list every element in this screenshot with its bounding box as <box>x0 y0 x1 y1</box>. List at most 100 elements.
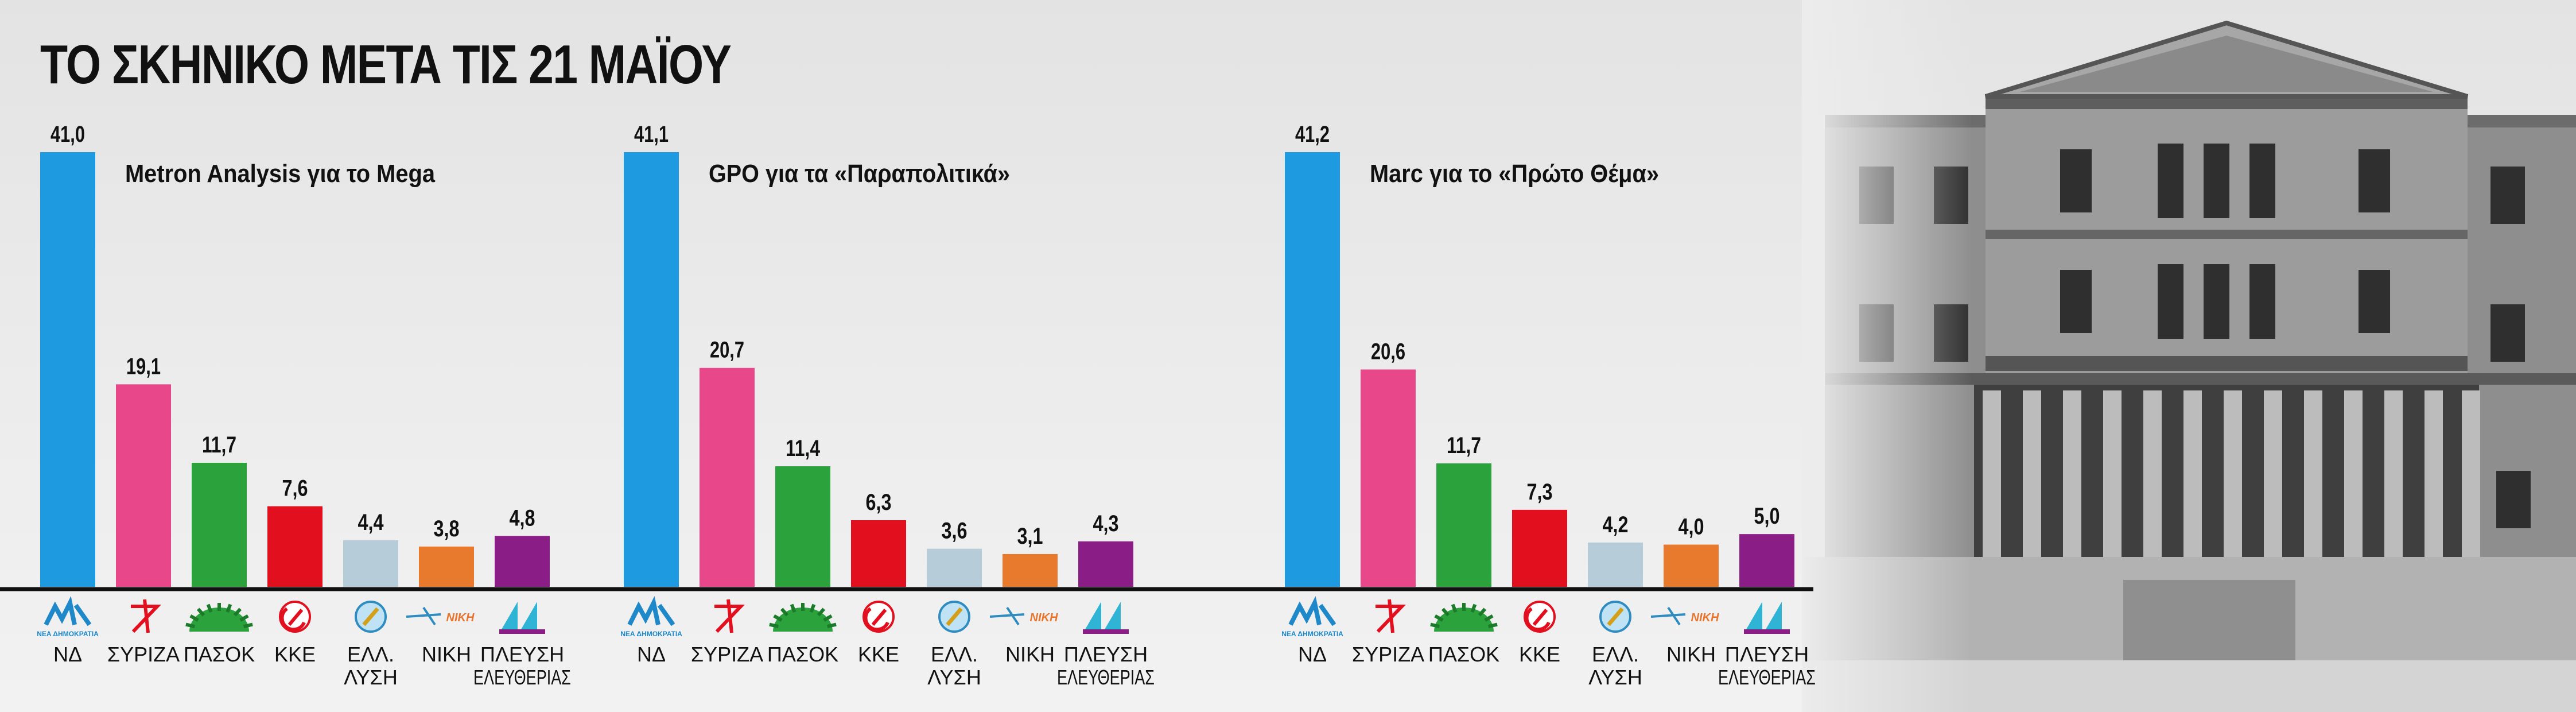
category-label: ΠΛΕΥΣΗ <box>480 643 564 666</box>
data-label: 41,2 <box>1295 122 1330 147</box>
bar <box>1512 509 1567 587</box>
bar <box>1436 463 1491 587</box>
data-label: 11,7 <box>202 432 236 458</box>
poll-chart-3: Marc για το «Πρώτο Θέμα» 41,2 ΝΕΑ ΔΗΜΟΚΡΑΤ… <box>1251 122 1816 689</box>
data-label: 11,4 <box>786 436 821 461</box>
data-label: 4,2 <box>1603 512 1629 537</box>
data-label: 7,3 <box>1527 479 1553 505</box>
category-label: ΣΥΡΙΖΑ <box>107 643 180 666</box>
nd-logo-icon: ΝΕΑ ΔΗΜΟΚΡΑΤΙΑ <box>620 595 682 638</box>
bar <box>700 367 755 587</box>
category-label: ΝΙΚΗ <box>422 643 471 666</box>
data-label: 3,1 <box>1017 524 1043 549</box>
bar <box>1664 544 1719 587</box>
category-label: ΚΚΕ <box>1519 643 1560 666</box>
poll-chart-2: GPO για τα «Παραπολιτικά» 41,1 ΝΕΑ ΔΗΜΟΚΡΑ… <box>614 122 1274 689</box>
category-label: ΝΔ <box>637 643 666 666</box>
category-label: ΠΑΣΟΚ <box>767 643 838 666</box>
category-label: ΛΥΣΗ <box>1588 665 1642 689</box>
syriza-star-icon <box>1376 599 1406 633</box>
bar <box>1739 534 1794 587</box>
data-label: 6,3 <box>866 490 892 515</box>
bar <box>343 540 398 587</box>
page-title: ΤΟ ΣΚΗΝΙΚΟ ΜΕΤΑ ΤΙΣ 21 ΜΑΪΟΥ <box>40 34 732 95</box>
category-label: ΠΛΕΥΣΗ <box>1064 643 1148 666</box>
nd-logo-icon: ΝΕΑ ΔΗΜΟΚΡΑΤΙΑ <box>37 595 99 638</box>
category-label: ΕΛΕΥΘΕΡΙΑΣ <box>473 665 571 689</box>
category-label: ΝΙΚΗ <box>1666 643 1716 666</box>
data-label: 19,1 <box>126 354 161 379</box>
poll-chart-1: Metron Analysis για το Mega 41,0 ΝΕΑ ΔΗΜΟΚ… <box>0 122 620 689</box>
category-label: ΝΙΚΗ <box>1005 643 1055 666</box>
data-label: 41,0 <box>50 122 85 147</box>
syriza-star-icon <box>131 599 162 633</box>
category-label: ΕΛΕΥΘΕΡΙΑΣ <box>1718 665 1816 689</box>
category-label: ΛΥΣΗ <box>927 665 981 689</box>
data-label: 3,8 <box>434 516 460 541</box>
category-label: ΠΛΕΥΣΗ <box>1725 643 1809 666</box>
elliniki-lysi-logo-icon <box>1599 601 1631 633</box>
bar <box>927 548 982 587</box>
data-label: 5,0 <box>1754 504 1780 529</box>
niki-logo-text: ΝΙΚΗ <box>446 612 475 624</box>
data-label: 20,6 <box>1371 339 1405 365</box>
chart-subtitle: GPO για τα «Παραπολιτικά» <box>709 160 1010 188</box>
bar <box>775 466 830 587</box>
plefsi-eleftherias-logo-icon <box>1083 602 1129 634</box>
data-label: 20,7 <box>710 338 744 363</box>
syriza-star-icon <box>714 599 745 633</box>
category-label: ΣΥΡΙΖΑ <box>1352 643 1424 666</box>
bar <box>851 520 906 587</box>
nd-logo-text: ΝΕΑ ΔΗΜΟΚΡΑΤΙΑ <box>1281 630 1343 638</box>
category-label: ΝΔ <box>1298 643 1327 666</box>
niki-logo-icon: ΝΙΚΗ <box>406 606 475 626</box>
data-label: 4,4 <box>358 510 384 535</box>
niki-logo-icon: ΝΙΚΗ <box>989 606 1058 626</box>
data-label: 4,3 <box>1093 511 1119 536</box>
data-label: 11,7 <box>1447 433 1481 458</box>
bar <box>1285 152 1340 587</box>
data-label: 4,0 <box>1679 514 1704 540</box>
bar <box>116 384 171 587</box>
plefsi-eleftherias-logo-icon <box>1744 602 1790 634</box>
nd-logo-text: ΝΕΑ ΔΗΜΟΚΡΑΤΙΑ <box>620 630 682 638</box>
category-label: ΕΛΛ. <box>931 643 978 666</box>
data-label: 41,1 <box>634 122 669 147</box>
bar <box>1078 541 1133 587</box>
data-label: 3,6 <box>942 518 968 544</box>
chart-subtitle: Metron Analysis για το Mega <box>125 160 435 188</box>
elliniki-lysi-logo-icon <box>938 601 970 633</box>
bar <box>192 462 247 587</box>
bar <box>1003 554 1058 587</box>
bar <box>495 536 550 587</box>
elliniki-lysi-logo-icon <box>355 601 387 633</box>
niki-logo-icon: ΝΙΚΗ <box>1650 606 1719 626</box>
data-label: 7,6 <box>282 476 308 501</box>
category-label: ΚΚΕ <box>274 643 316 666</box>
category-label: ΕΛΛ. <box>347 643 394 666</box>
chart-subtitle: Marc για το «Πρώτο Θέμα» <box>1370 160 1659 188</box>
kke-hammer-sickle-icon <box>1524 601 1556 633</box>
niki-logo-text: ΝΙΚΗ <box>1030 612 1058 624</box>
category-label: ΚΚΕ <box>858 643 899 666</box>
pasok-sun-icon <box>1430 603 1498 632</box>
category-label: ΕΛΕΥΘΕΡΙΑΣ <box>1057 665 1155 689</box>
pasok-sun-icon <box>185 603 253 632</box>
bar <box>1361 369 1416 587</box>
category-label: ΣΥΡΙΖΑ <box>691 643 763 666</box>
kke-hammer-sickle-icon <box>862 601 895 633</box>
bar <box>40 152 95 587</box>
pasok-sun-icon <box>769 603 837 632</box>
niki-logo-text: ΝΙΚΗ <box>1691 612 1719 624</box>
nd-logo-icon: ΝΕΑ ΔΗΜΟΚΡΑΤΙΑ <box>1281 595 1343 638</box>
bar <box>624 152 679 587</box>
category-label: ΕΛΛ. <box>1592 643 1639 666</box>
data-label: 4,8 <box>510 505 535 531</box>
kke-hammer-sickle-icon <box>279 601 311 633</box>
category-label: ΠΑΣΟΚ <box>184 643 255 666</box>
category-label: ΝΔ <box>53 643 82 666</box>
bar <box>267 506 323 587</box>
plefsi-eleftherias-logo-icon <box>499 602 545 634</box>
